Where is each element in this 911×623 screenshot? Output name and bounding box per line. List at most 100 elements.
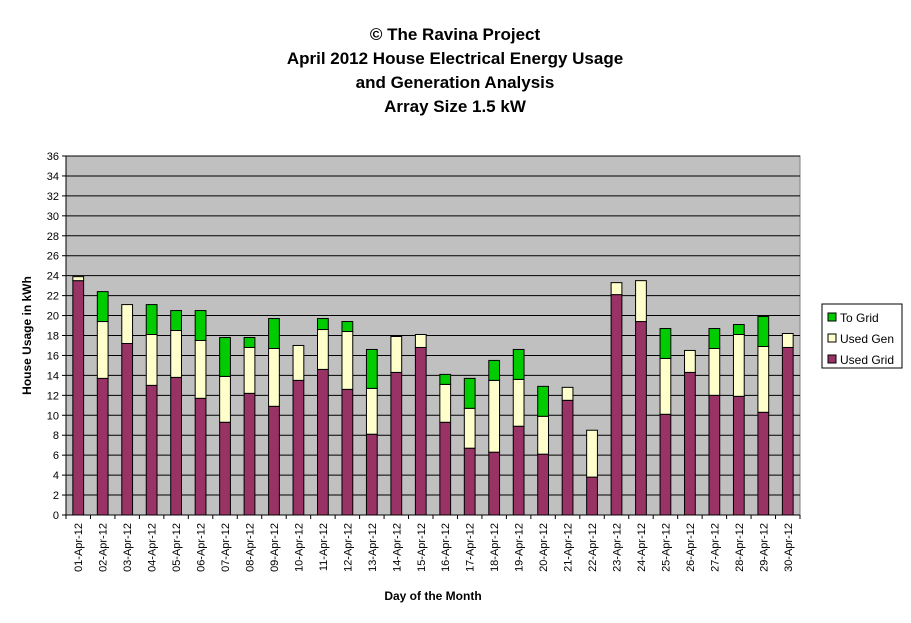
y-tick-label: 20 [47, 311, 59, 323]
y-tick-label: 4 [53, 470, 59, 482]
x-tick-label: 12-Apr-12 [342, 523, 354, 572]
bar-to-grid [757, 316, 770, 347]
bar-used-gen [781, 333, 794, 348]
bar-to-grid [170, 310, 182, 332]
bar-to-grid [219, 336, 231, 377]
y-tick-label: 26 [47, 251, 59, 263]
bar-to-grid [537, 385, 549, 417]
bar-used-grid [292, 379, 305, 516]
x-tick-label: 06-Apr-12 [196, 523, 208, 572]
y-tick-label: 10 [47, 410, 59, 422]
bar-used-grid [635, 321, 647, 516]
x-tick-label: 27-Apr-12 [709, 523, 721, 572]
x-tick-label: 21-Apr-12 [563, 523, 575, 572]
bar-used-grid [219, 421, 231, 516]
bar-used-grid [341, 388, 354, 516]
x-tick-label: 19-Apr-12 [514, 523, 526, 572]
bar-used-grid [586, 476, 598, 516]
bar-used-grid [72, 280, 85, 516]
x-tick-label: 30-Apr-12 [783, 523, 795, 572]
bar-used-gen [659, 357, 672, 415]
bar-used-grid [243, 392, 256, 516]
x-tick-label: 10-Apr-12 [293, 523, 305, 572]
bar-used-grid [684, 371, 696, 516]
bar-used-grid [121, 342, 134, 516]
bar-used-gen [145, 334, 158, 386]
bar-to-grid [268, 318, 280, 349]
y-tick-label: 8 [53, 430, 59, 442]
bar-used-grid [317, 368, 329, 516]
bar-to-grid [96, 291, 109, 323]
bar-to-grid [732, 324, 745, 336]
chart-title-line: and Generation Analysis [356, 73, 555, 92]
bar-used-gen [414, 334, 427, 348]
bar-to-grid [488, 359, 501, 381]
x-axis-title: Day of the Month [384, 589, 481, 603]
x-tick-label: 23-Apr-12 [612, 523, 624, 572]
bar-to-grid [341, 321, 354, 333]
y-tick-label: 32 [47, 191, 59, 203]
x-tick-label: 07-Apr-12 [220, 523, 232, 572]
y-tick-label: 18 [47, 331, 59, 343]
bar-used-grid [365, 433, 378, 516]
bar-used-gen [170, 330, 182, 378]
gridlines [66, 155, 800, 496]
x-tick-label: 15-Apr-12 [416, 523, 428, 572]
bar-used-gen [292, 344, 305, 381]
bars [72, 276, 794, 516]
y-tick-label: 0 [53, 510, 59, 522]
x-tick-label: 01-Apr-12 [73, 523, 85, 572]
y-tick-label: 36 [47, 151, 59, 163]
x-tick-label: 04-Apr-12 [147, 523, 159, 572]
bar-used-grid [463, 447, 476, 516]
bar-used-grid [268, 405, 280, 516]
bar-used-gen [365, 387, 378, 435]
x-tick-label: 03-Apr-12 [122, 523, 134, 572]
y-tick-label: 12 [47, 390, 59, 402]
bar-used-gen [72, 276, 85, 282]
x-tick-label: 05-Apr-12 [171, 523, 183, 572]
bar-used-gen [488, 379, 501, 453]
bar-used-grid [488, 451, 501, 516]
x-tick-label: 20-Apr-12 [538, 523, 550, 572]
chart-title-line: © The Ravina Project [370, 25, 541, 44]
bar-used-gen [96, 321, 109, 379]
legend-swatch [827, 354, 837, 364]
bar-to-grid [512, 348, 525, 380]
chart-title: © The Ravina Project April 2012 House Ele… [287, 25, 623, 116]
bar-to-grid [243, 336, 256, 348]
x-tick-label: 02-Apr-12 [98, 523, 110, 572]
legend-swatch [827, 333, 837, 343]
legend-label: Used Grid [840, 353, 894, 367]
bar-used-gen [732, 334, 745, 397]
y-tick-label: 24 [47, 271, 59, 283]
x-tick-label: 09-Apr-12 [269, 523, 281, 572]
bar-to-grid [659, 328, 672, 359]
x-tick-label: 29-Apr-12 [758, 523, 770, 572]
bar-to-grid [463, 377, 476, 409]
bar-used-grid [708, 394, 721, 516]
legend-label: Used Gen [840, 332, 894, 346]
bar-used-gen [586, 429, 598, 478]
bar-used-grid [561, 399, 574, 516]
bar-used-gen [635, 280, 647, 323]
bar-used-grid [96, 377, 109, 516]
legend: To Grid Used Gen Used Grid [821, 303, 903, 369]
bar-used-grid [537, 453, 549, 516]
bar-used-gen [463, 407, 476, 449]
bar-used-grid [414, 346, 427, 516]
bar-used-grid [439, 421, 452, 516]
bar-used-grid [659, 413, 672, 516]
bar-used-gen [219, 375, 231, 423]
x-tick-label: 14-Apr-12 [391, 523, 403, 572]
x-tick-label: 16-Apr-12 [440, 523, 452, 572]
bar-used-gen [561, 386, 574, 401]
bar-to-grid [145, 304, 158, 336]
bar-to-grid [365, 348, 378, 389]
y-tick-label: 16 [47, 350, 59, 362]
bar-used-grid [512, 425, 525, 516]
bar-used-gen [439, 383, 452, 423]
x-tick-label: 28-Apr-12 [734, 523, 746, 572]
